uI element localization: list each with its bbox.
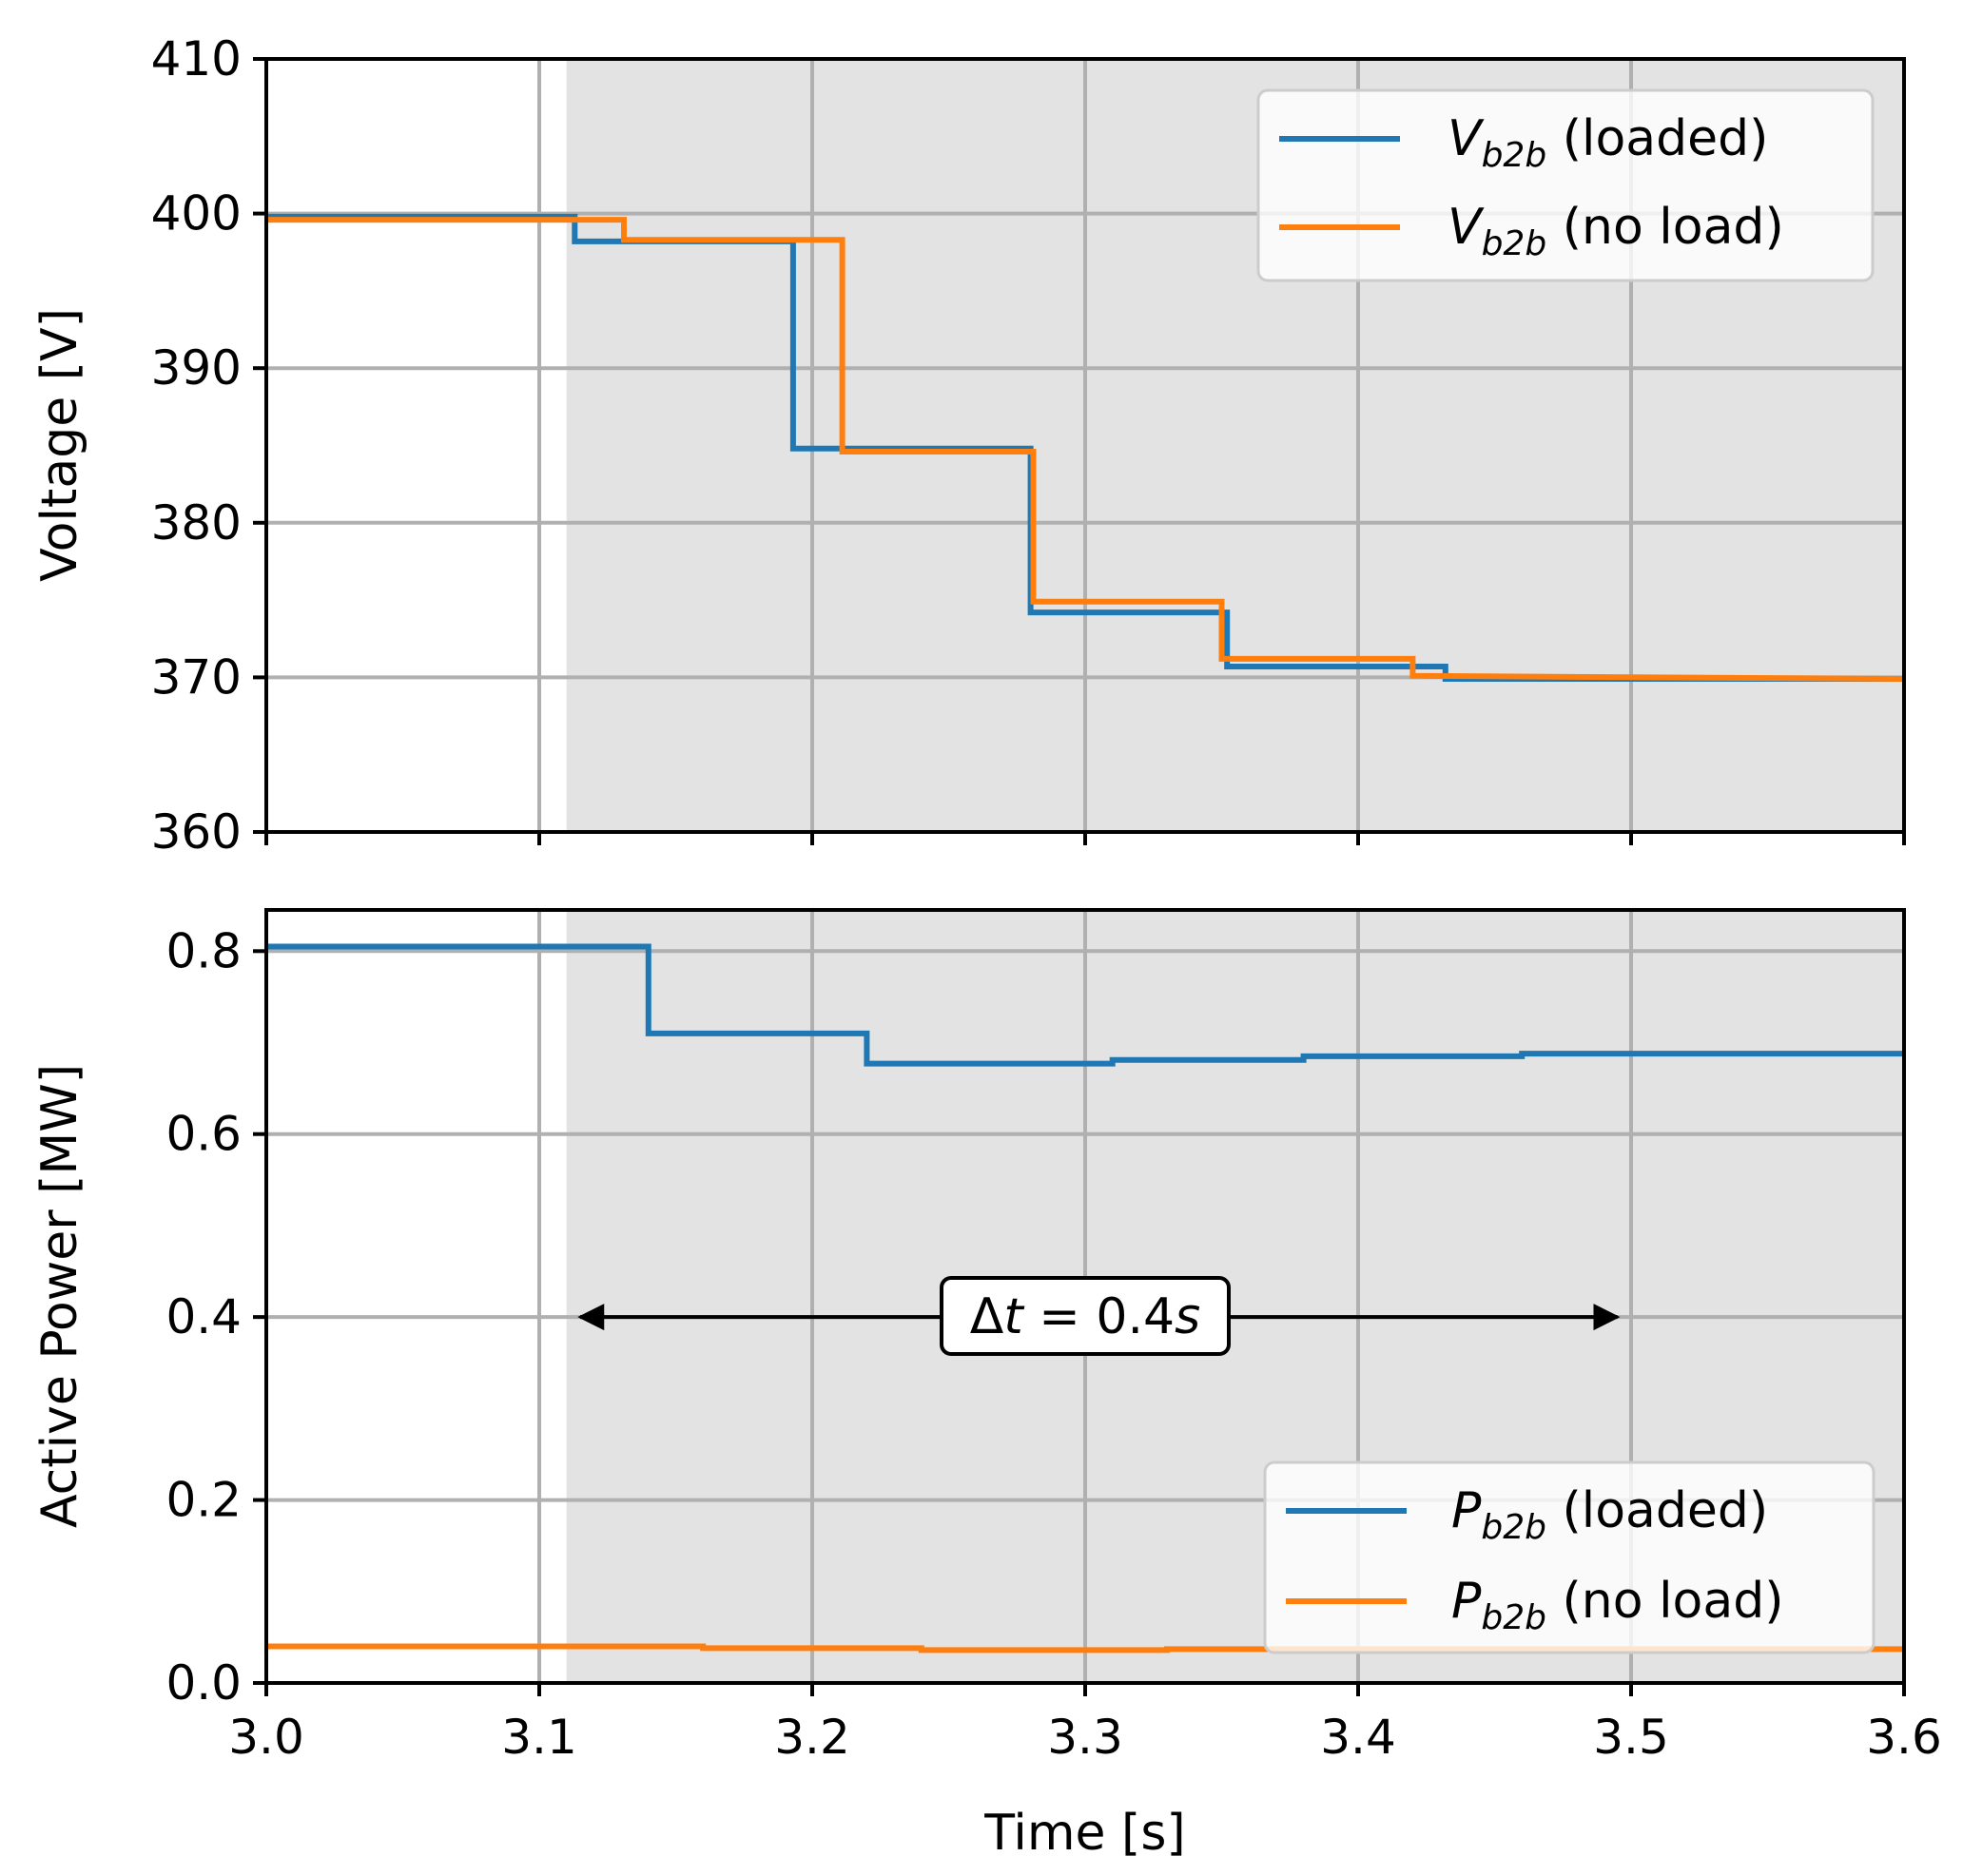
power-panel: 0.0 0.2 0.4 0.6 0.8 3.0 3.1 3.2 3.3 3.4 3.5 3.6 Ac…	[31, 908, 1942, 1862]
power-legend-label-loaded: Pb2b (loaded)	[1451, 1482, 1768, 1547]
power-legend-box	[1263, 1460, 1876, 1654]
power-series-no-load	[266, 1643, 1904, 1654]
x-axis-label: Time [s]	[983, 1805, 1185, 1862]
x-tick-label-3-4: 3.4	[1320, 1710, 1396, 1765]
power-x-ticks: 3.0 3.1 3.2 3.3 3.4 3.5 3.6	[228, 1683, 1942, 1765]
voltage-x-ticks	[264, 832, 1906, 845]
x-tick-label-3-2: 3.2	[774, 1710, 850, 1765]
power-legend: Pb2b (loaded) Pb2b (no load)	[1263, 1460, 1876, 1654]
voltage-y-ticks: 360 370 380 390 400 410	[151, 31, 266, 860]
voltage-panel: 360 370 380 390 400 410 Voltage [V] Vb2b (loa…	[31, 31, 1906, 860]
x-tick-label-3-3: 3.3	[1047, 1710, 1123, 1765]
power-y-ticks: 0.0 0.2 0.4 0.6 0.8	[165, 923, 266, 1711]
delta-t-label-box	[940, 1276, 1231, 1356]
voltage-y-axis-label: Voltage [V]	[31, 308, 88, 582]
voltage-y-tick-label-370: 370	[151, 649, 242, 705]
voltage-y-tick-label-400: 400	[151, 186, 242, 242]
power-y-tick-label-0-8: 0.8	[165, 923, 242, 978]
power-series-loaded	[266, 943, 1904, 1067]
voltage-legend-label-no-load: Vb2b (no load)	[1448, 199, 1784, 263]
power-legend-label-no-load: Pb2b (no load)	[1451, 1573, 1784, 1637]
voltage-y-tick-label-380: 380	[151, 495, 242, 551]
voltage-legend-label-loaded: Vb2b (loaded)	[1448, 110, 1768, 175]
delta-t-annotation: Δt = 0.4s	[577, 1276, 1621, 1356]
power-y-axis-label: Active Power [MW]	[31, 1064, 88, 1528]
voltage-y-tick-label-410: 410	[151, 31, 242, 87]
voltage-y-tick-label-390: 390	[151, 340, 242, 396]
x-tick-label-3-6: 3.6	[1866, 1710, 1942, 1765]
power-y-tick-label-0-2: 0.2	[165, 1473, 242, 1528]
x-tick-label-3-1: 3.1	[501, 1710, 577, 1765]
voltage-series-no-load	[266, 217, 1904, 682]
power-y-tick-label-0-6: 0.6	[165, 1107, 242, 1162]
voltage-legend-box	[1256, 88, 1875, 282]
x-tick-label-3-5: 3.5	[1593, 1710, 1669, 1765]
delta-t-label: Δt = 0.4s	[970, 1288, 1200, 1345]
voltage-y-tick-label-360: 360	[151, 804, 242, 860]
power-series-group	[266, 943, 1904, 1654]
voltage-series-group	[266, 213, 1904, 682]
voltage-legend: Vb2b (loaded) Vb2b (no load)	[1256, 88, 1875, 282]
x-tick-label-3: 3.0	[228, 1710, 304, 1765]
power-y-tick-label-0: 0.0	[165, 1655, 242, 1711]
power-y-tick-label-0-4: 0.4	[165, 1289, 242, 1344]
